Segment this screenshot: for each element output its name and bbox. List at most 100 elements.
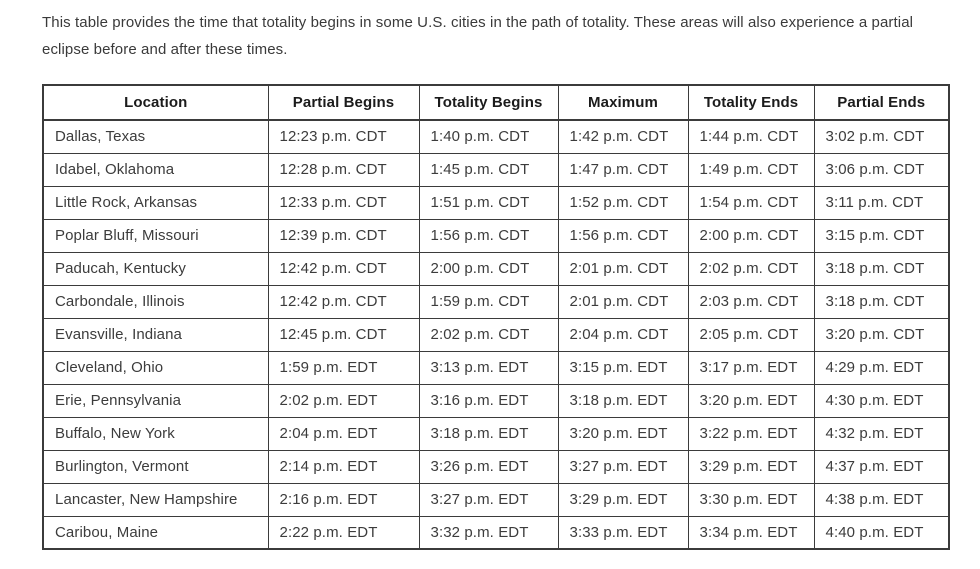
time-cell: 2:01 p.m. CDT	[557, 284, 689, 319]
table-row: Idabel, Oklahoma 12:28 p.m. CDT 1:45 p.m. …	[42, 152, 950, 187]
table-row: Caribou, Maine 2:22 p.m. EDT 3:32 p.m. EDT…	[42, 515, 950, 550]
time-cell: 2:14 p.m. EDT	[267, 449, 420, 484]
time-cell: 3:17 p.m. EDT	[687, 350, 815, 385]
time-cell: 2:16 p.m. EDT	[267, 482, 420, 517]
table-row: Evansville, Indiana 12:45 p.m. CDT 2:02 p.…	[42, 317, 950, 352]
table-row: Dallas, Texas 12:23 p.m. CDT 1:40 p.m. CDT…	[42, 119, 950, 154]
intro-paragraph: This table provides the time that totali…	[42, 14, 914, 58]
page: This table provides the time that totali…	[42, 14, 950, 550]
time-cell: 3:06 p.m. CDT	[813, 152, 950, 187]
location-cell: Lancaster, New Hampshire	[42, 482, 269, 517]
table-row: Erie, Pennsylvania 2:02 p.m. EDT 3:16 p.m.…	[42, 383, 950, 418]
location-cell: Burlington, Vermont	[42, 449, 269, 484]
table-row: Buffalo, New York 2:04 p.m. EDT 3:18 p.m. …	[42, 416, 950, 451]
time-cell: 2:03 p.m. CDT	[687, 284, 815, 319]
location-cell: Idabel, Oklahoma	[42, 152, 269, 187]
time-cell: 2:04 p.m. EDT	[267, 416, 420, 451]
time-cell: 4:40 p.m. EDT	[813, 515, 950, 550]
time-cell: 1:47 p.m. CDT	[557, 152, 689, 187]
time-cell: 1:44 p.m. CDT	[687, 119, 815, 154]
time-cell: 1:59 p.m. EDT	[267, 350, 420, 385]
time-cell: 3:18 p.m. EDT	[557, 383, 689, 418]
column-header: Partial Ends	[813, 84, 950, 121]
time-cell: 1:51 p.m. CDT	[418, 185, 559, 220]
time-cell: 2:00 p.m. CDT	[687, 218, 815, 253]
time-cell: 2:02 p.m. CDT	[687, 251, 815, 286]
time-cell: 12:39 p.m. CDT	[267, 218, 420, 253]
location-cell: Carbondale, Illinois	[42, 284, 269, 319]
table-row: Cleveland, Ohio 1:59 p.m. EDT 3:13 p.m. ED…	[42, 350, 950, 385]
time-cell: 4:30 p.m. EDT	[813, 383, 950, 418]
location-cell: Erie, Pennsylvania	[42, 383, 269, 418]
time-cell: 1:59 p.m. CDT	[418, 284, 559, 319]
location-cell: Evansville, Indiana	[42, 317, 269, 352]
time-cell: 12:23 p.m. CDT	[267, 119, 420, 154]
time-cell: 3:30 p.m. EDT	[687, 482, 815, 517]
time-cell: 3:29 p.m. EDT	[557, 482, 689, 517]
location-cell: Little Rock, Arkansas	[42, 185, 269, 220]
time-cell: 1:52 p.m. CDT	[557, 185, 689, 220]
time-cell: 1:42 p.m. CDT	[557, 119, 689, 154]
time-cell: 3:15 p.m. CDT	[813, 218, 950, 253]
location-cell: Paducah, Kentucky	[42, 251, 269, 286]
time-cell: 3:27 p.m. EDT	[418, 482, 559, 517]
time-cell: 3:22 p.m. EDT	[687, 416, 815, 451]
time-cell: 3:18 p.m. EDT	[418, 416, 559, 451]
table-header-row: Location Partial Begins Totality Begins Max…	[42, 84, 950, 121]
column-header: Totality Ends	[687, 84, 815, 121]
time-cell: 3:20 p.m. EDT	[687, 383, 815, 418]
time-cell: 3:27 p.m. EDT	[557, 449, 689, 484]
time-cell: 3:26 p.m. EDT	[418, 449, 559, 484]
table-row: Burlington, Vermont 2:14 p.m. EDT 3:26 p.m…	[42, 449, 950, 484]
time-cell: 2:00 p.m. CDT	[418, 251, 559, 286]
time-cell: 3:11 p.m. CDT	[813, 185, 950, 220]
table-row: Lancaster, New Hampshire 2:16 p.m. EDT 3:2…	[42, 482, 950, 517]
table-row: Poplar Bluff, Missouri 12:39 p.m. CDT 1:56…	[42, 218, 950, 253]
time-cell: 2:22 p.m. EDT	[267, 515, 420, 550]
time-cell: 12:33 p.m. CDT	[267, 185, 420, 220]
time-cell: 3:13 p.m. EDT	[418, 350, 559, 385]
time-cell: 3:18 p.m. CDT	[813, 251, 950, 286]
column-header: Totality Begins	[418, 84, 559, 121]
time-cell: 1:45 p.m. CDT	[418, 152, 559, 187]
time-cell: 1:40 p.m. CDT	[418, 119, 559, 154]
time-cell: 3:20 p.m. CDT	[813, 317, 950, 352]
table-row: Carbondale, Illinois 12:42 p.m. CDT 1:59 p…	[42, 284, 950, 319]
column-header: Location	[42, 84, 269, 121]
time-cell: 3:33 p.m. EDT	[557, 515, 689, 550]
time-cell: 12:28 p.m. CDT	[267, 152, 420, 187]
time-cell: 3:02 p.m. CDT	[813, 119, 950, 154]
time-cell: 3:29 p.m. EDT	[687, 449, 815, 484]
time-cell: 12:42 p.m. CDT	[267, 284, 420, 319]
time-cell: 2:02 p.m. EDT	[267, 383, 420, 418]
table-header: Location Partial Begins Totality Begins Max…	[42, 84, 950, 121]
time-cell: 4:32 p.m. EDT	[813, 416, 950, 451]
time-cell: 1:54 p.m. CDT	[687, 185, 815, 220]
time-cell: 1:56 p.m. CDT	[557, 218, 689, 253]
totality-times-table: Location Partial Begins Totality Begins Max…	[42, 84, 950, 550]
table-row: Paducah, Kentucky 12:42 p.m. CDT 2:00 p.m.…	[42, 251, 950, 286]
location-cell: Caribou, Maine	[42, 515, 269, 550]
time-cell: 2:04 p.m. CDT	[557, 317, 689, 352]
location-cell: Poplar Bluff, Missouri	[42, 218, 269, 253]
time-cell: 1:49 p.m. CDT	[687, 152, 815, 187]
location-cell: Dallas, Texas	[42, 119, 269, 154]
time-cell: 1:56 p.m. CDT	[418, 218, 559, 253]
table-row: Little Rock, Arkansas 12:33 p.m. CDT 1:51 …	[42, 185, 950, 220]
time-cell: 2:02 p.m. CDT	[418, 317, 559, 352]
column-header: Maximum	[557, 84, 689, 121]
time-cell: 3:32 p.m. EDT	[418, 515, 559, 550]
time-cell: 3:20 p.m. EDT	[557, 416, 689, 451]
time-cell: 4:37 p.m. EDT	[813, 449, 950, 484]
column-header: Partial Begins	[267, 84, 420, 121]
time-cell: 3:18 p.m. CDT	[813, 284, 950, 319]
time-cell: 12:42 p.m. CDT	[267, 251, 420, 286]
time-cell: 4:29 p.m. EDT	[813, 350, 950, 385]
location-cell: Buffalo, New York	[42, 416, 269, 451]
table-body: Dallas, Texas 12:23 p.m. CDT 1:40 p.m. CDT…	[42, 119, 950, 550]
location-cell: Cleveland, Ohio	[42, 350, 269, 385]
time-cell: 3:16 p.m. EDT	[418, 383, 559, 418]
time-cell: 12:45 p.m. CDT	[267, 317, 420, 352]
time-cell: 2:01 p.m. CDT	[557, 251, 689, 286]
time-cell: 3:15 p.m. EDT	[557, 350, 689, 385]
